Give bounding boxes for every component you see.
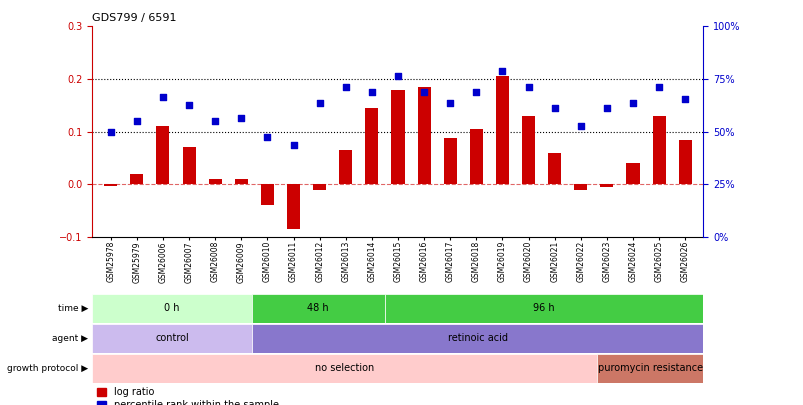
Bar [443,138,456,184]
Point [469,89,482,96]
Text: agent ▶: agent ▶ [52,334,88,343]
Text: control: control [155,333,189,343]
Text: puromycin resistance: puromycin resistance [597,363,702,373]
Bar [600,184,613,187]
Point [548,105,560,111]
Point [182,102,195,109]
Bar [417,87,430,184]
Text: retinoic acid: retinoic acid [447,333,507,343]
Point [209,118,222,124]
Bar [104,184,117,186]
Point [417,89,430,96]
Text: 48 h: 48 h [307,303,328,313]
Text: no selection: no selection [315,363,374,373]
Text: time ▶: time ▶ [58,304,88,313]
Point [104,128,117,135]
Bar [92,324,251,353]
Point [443,100,456,106]
Bar [251,294,384,323]
Text: 96 h: 96 h [532,303,554,313]
Point [652,84,665,90]
Bar [548,153,560,184]
Point [365,89,378,96]
Bar [182,147,195,184]
Bar [495,77,508,184]
Bar [469,129,483,184]
Bar [234,179,247,184]
Bar [251,324,703,353]
Bar [209,179,222,184]
Bar [597,354,703,383]
Point [339,84,352,90]
Bar [521,116,535,184]
Bar [287,184,300,229]
Text: GDS799 / 6591: GDS799 / 6591 [92,13,177,23]
Text: growth protocol ▶: growth protocol ▶ [7,364,88,373]
Bar [365,108,378,184]
Point [626,100,638,106]
Point [678,96,691,102]
Bar [678,139,691,184]
Bar [573,184,586,190]
Point [495,68,508,75]
Bar [626,163,638,184]
Point [391,73,404,80]
Legend: log ratio, percentile rank within the sample: log ratio, percentile rank within the sa… [97,387,279,405]
Text: 0 h: 0 h [164,303,180,313]
Bar [652,116,665,184]
Point [157,94,169,101]
Bar [92,354,597,383]
Point [313,100,326,106]
Point [521,84,534,90]
Point [573,123,586,130]
Bar [391,90,404,184]
Bar [157,126,169,184]
Point [130,118,143,124]
Bar [92,294,251,323]
Bar [384,294,703,323]
Bar [312,184,326,190]
Point [234,115,247,122]
Bar [339,150,352,184]
Bar [130,174,143,184]
Bar [260,184,274,205]
Point [261,134,274,140]
Point [287,142,300,148]
Point [600,105,613,111]
